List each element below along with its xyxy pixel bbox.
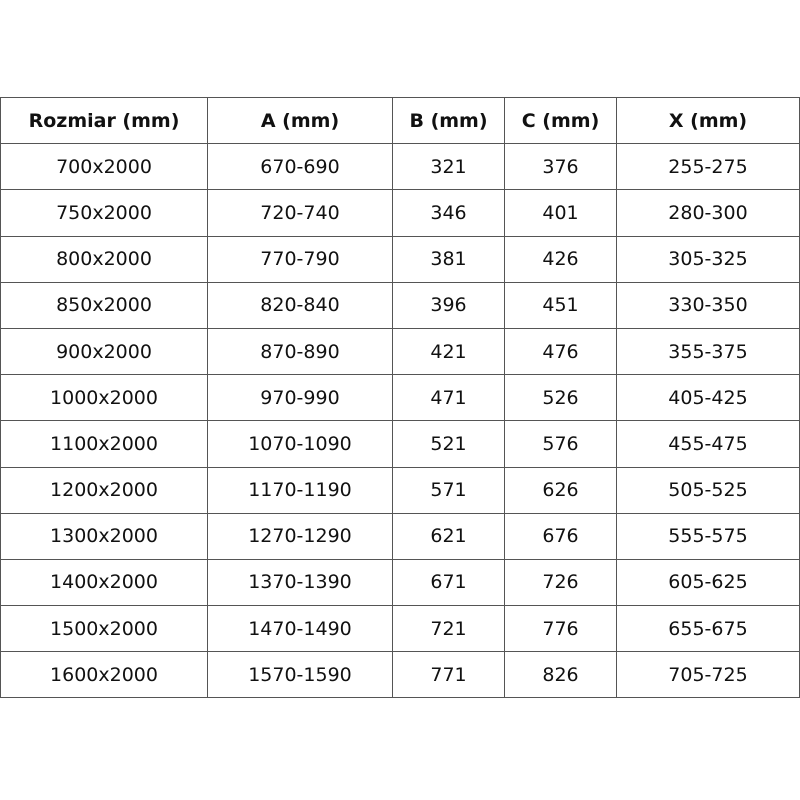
cell-x: 355-375 [616, 327, 800, 376]
cell-b: 396 [392, 281, 505, 329]
cell-b: 771 [392, 651, 505, 699]
cell-x: 505-525 [616, 466, 800, 514]
dimensions-table: Rozmiar (mm) A (mm) B (mm) C (mm) X (mm)… [0, 96, 800, 699]
cell-size: 1600x2000 [0, 651, 208, 699]
table-row: 1100x2000 1070-1090 521 576 455-475 [0, 420, 800, 468]
header-x: X (mm) [616, 96, 800, 145]
cell-b: 571 [392, 466, 505, 514]
cell-c: 776 [504, 605, 617, 653]
cell-b: 321 [392, 143, 505, 191]
table-row: 1000x2000 970-990 471 526 405-425 [0, 374, 800, 422]
cell-b: 671 [392, 558, 505, 607]
cell-a: 1070-1090 [207, 420, 393, 468]
cell-size: 750x2000 [0, 189, 208, 237]
cell-x: 605-625 [616, 558, 800, 607]
header-row: Rozmiar (mm) A (mm) B (mm) C (mm) X (mm) [0, 96, 800, 145]
cell-x: 705-725 [616, 651, 800, 699]
cell-c: 526 [504, 374, 617, 422]
cell-a: 820-840 [207, 281, 393, 329]
cell-b: 521 [392, 420, 505, 468]
header-a: A (mm) [207, 96, 393, 145]
table-row: 850x2000 820-840 396 451 330-350 [0, 281, 800, 329]
table-row: 1400x2000 1370-1390 671 726 605-625 [0, 558, 800, 607]
cell-size: 1400x2000 [0, 558, 208, 607]
table-row: 1600x2000 1570-1590 771 826 705-725 [0, 651, 800, 699]
header-c: C (mm) [504, 96, 617, 145]
cell-c: 726 [504, 558, 617, 607]
cell-x: 330-350 [616, 281, 800, 329]
table-row: 1500x2000 1470-1490 721 776 655-675 [0, 605, 800, 653]
cell-a: 870-890 [207, 327, 393, 376]
cell-b: 346 [392, 189, 505, 237]
cell-size: 850x2000 [0, 281, 208, 329]
cell-a: 670-690 [207, 143, 393, 191]
cell-b: 721 [392, 605, 505, 653]
cell-c: 401 [504, 189, 617, 237]
cell-b: 621 [392, 512, 505, 560]
cell-a: 1370-1390 [207, 558, 393, 607]
table-row: 900x2000 870-890 421 476 355-375 [0, 327, 800, 376]
cell-a: 1170-1190 [207, 466, 393, 514]
cell-a: 1470-1490 [207, 605, 393, 653]
table-row: 750x2000 720-740 346 401 280-300 [0, 189, 800, 237]
cell-x: 655-675 [616, 605, 800, 653]
table-row: 1200x2000 1170-1190 571 626 505-525 [0, 466, 800, 514]
cell-size: 1200x2000 [0, 466, 208, 514]
cell-a: 970-990 [207, 374, 393, 422]
cell-x: 555-575 [616, 512, 800, 560]
cell-c: 626 [504, 466, 617, 514]
table-row: 800x2000 770-790 381 426 305-325 [0, 235, 800, 283]
cell-x: 305-325 [616, 235, 800, 283]
cell-size: 1300x2000 [0, 512, 208, 560]
cell-size: 900x2000 [0, 327, 208, 376]
cell-a: 720-740 [207, 189, 393, 237]
cell-size: 700x2000 [0, 143, 208, 191]
cell-b: 471 [392, 374, 505, 422]
header-b: B (mm) [392, 96, 505, 145]
cell-x: 255-275 [616, 143, 800, 191]
cell-size: 1000x2000 [0, 374, 208, 422]
cell-x: 280-300 [616, 189, 800, 237]
cell-c: 426 [504, 235, 617, 283]
cell-c: 826 [504, 651, 617, 699]
cell-b: 381 [392, 235, 505, 283]
cell-a: 1270-1290 [207, 512, 393, 560]
header-size: Rozmiar (mm) [0, 96, 208, 145]
cell-size: 800x2000 [0, 235, 208, 283]
cell-b: 421 [392, 327, 505, 376]
cell-c: 376 [504, 143, 617, 191]
cell-c: 576 [504, 420, 617, 468]
cell-c: 451 [504, 281, 617, 329]
cell-size: 1100x2000 [0, 420, 208, 468]
cell-c: 676 [504, 512, 617, 560]
table-row: 700x2000 670-690 321 376 255-275 [0, 143, 800, 191]
cell-size: 1500x2000 [0, 605, 208, 653]
cell-a: 770-790 [207, 235, 393, 283]
table-row: 1300x2000 1270-1290 621 676 555-575 [0, 512, 800, 560]
cell-x: 455-475 [616, 420, 800, 468]
cell-x: 405-425 [616, 374, 800, 422]
cell-a: 1570-1590 [207, 651, 393, 699]
cell-c: 476 [504, 327, 617, 376]
